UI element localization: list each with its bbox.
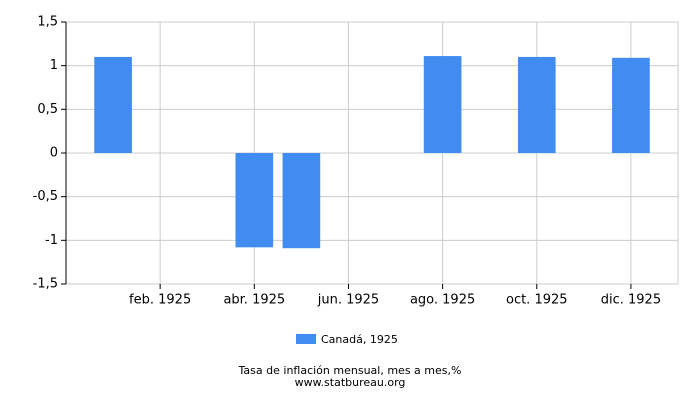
x-tick-label: jun. 1925 [317, 293, 379, 308]
legend-label: Canadá, 1925 [321, 333, 398, 346]
y-tick-label: 1 [50, 58, 58, 73]
source: www.statbureau.org [295, 376, 406, 389]
y-tick-label: -0,5 [33, 189, 58, 204]
x-axis-title: Tasa de inflación mensual, mes a mes,% [238, 364, 462, 377]
y-tick-label: -1,5 [33, 277, 58, 292]
y-tick-label: -1 [45, 233, 58, 248]
x-tick-label: dic. 1925 [601, 293, 661, 308]
y-tick-label: 1,5 [37, 15, 58, 30]
x-tick-label: abr. 1925 [223, 293, 285, 308]
bar [423, 56, 462, 154]
x-tick-label: feb. 1925 [129, 293, 191, 308]
bar [235, 153, 274, 248]
x-tick-label: oct. 1925 [506, 293, 568, 308]
bar [282, 153, 321, 249]
bar [517, 56, 556, 153]
y-tick-label: 0 [50, 146, 58, 161]
x-tick-label: ago. 1925 [410, 293, 475, 308]
bar [612, 57, 650, 153]
legend-swatch [296, 334, 316, 344]
y-tick-label: 0,5 [37, 102, 58, 117]
bar [94, 56, 132, 153]
